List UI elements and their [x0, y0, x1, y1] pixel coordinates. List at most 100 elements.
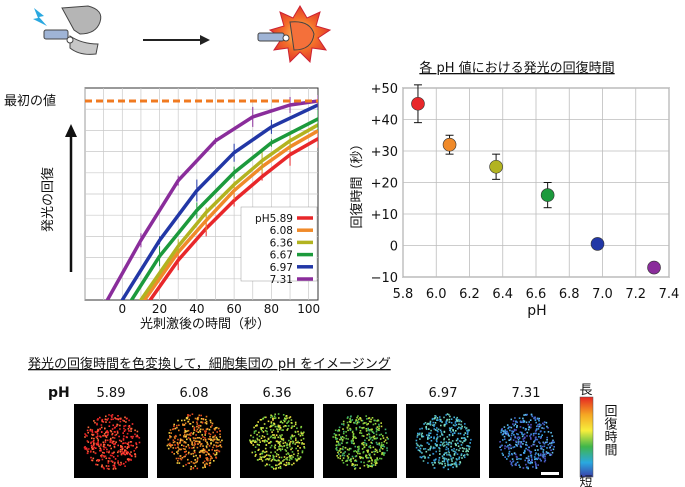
- cell-speck: [187, 444, 190, 447]
- cell-speck: [289, 455, 292, 458]
- cell-speck: [343, 430, 345, 433]
- left-series: [105, 95, 318, 300]
- cell-speck: [295, 439, 297, 441]
- cell-speck: [512, 446, 514, 449]
- cell-speck: [205, 428, 208, 431]
- cell-speck: [534, 419, 537, 421]
- cell-speck: [213, 436, 215, 438]
- cell-speck: [191, 413, 194, 415]
- cell-speck: [425, 450, 428, 453]
- cell-speck: [375, 437, 377, 440]
- cell-speck: [264, 458, 267, 461]
- cell-speck: [279, 462, 281, 465]
- cell-speck: [340, 438, 343, 441]
- cell-speck: [204, 430, 206, 432]
- cell-speck: [452, 429, 454, 431]
- cell-speck: [419, 432, 421, 435]
- cell-speck: [282, 460, 284, 462]
- cell-speck: [276, 425, 278, 428]
- cell-speck: [131, 455, 133, 457]
- cell-speck: [104, 446, 107, 449]
- cell-speck: [530, 445, 533, 447]
- cell-speck: [117, 415, 119, 417]
- cell-speck: [272, 454, 274, 457]
- cell-speck: [107, 460, 110, 462]
- cell-speck: [349, 419, 352, 422]
- cell-speck: [374, 450, 377, 453]
- series-line-6.67: [129, 117, 318, 300]
- cell-speck: [114, 417, 116, 419]
- legend-label: 6.67: [270, 250, 293, 262]
- cell-speck: [365, 444, 368, 446]
- cell-speck: [437, 428, 440, 431]
- cell-speck: [282, 414, 285, 416]
- cell-speck: [120, 445, 122, 447]
- cell-speck: [381, 452, 383, 454]
- cell-speck: [113, 443, 116, 445]
- cell-speck: [513, 430, 516, 432]
- cell-speck: [213, 444, 215, 446]
- cell-speck: [553, 446, 555, 448]
- cell-speck: [185, 445, 187, 448]
- cell-speck: [272, 436, 275, 439]
- imaging-panels: 5.89 6.08 6.36 6.67 6.97 7.31: [74, 386, 563, 478]
- cell-speck: [203, 449, 206, 452]
- cell-speck: [289, 455, 291, 457]
- cell-speck: [523, 451, 526, 454]
- cell-speck: [360, 419, 363, 422]
- cell-speck: [543, 431, 546, 433]
- cell-speck: [263, 416, 266, 419]
- cell-speck: [87, 426, 90, 429]
- cell-speck: [522, 419, 525, 422]
- cell-speck: [441, 421, 443, 423]
- cell-speck: [272, 429, 275, 431]
- cell-speck: [382, 451, 385, 454]
- cell-speck: [427, 422, 429, 425]
- cell-speck: [270, 435, 273, 438]
- cell-speck: [169, 435, 171, 437]
- cell-speck: [535, 421, 537, 424]
- cell-speck: [129, 458, 132, 461]
- cell-speck: [176, 451, 178, 453]
- cell-speck: [508, 435, 510, 437]
- cell-speck: [440, 424, 442, 427]
- cell-speck: [213, 439, 215, 441]
- cell-speck: [540, 436, 542, 438]
- cell-speck: [252, 444, 255, 446]
- cell-speck: [268, 454, 270, 457]
- cell-speck: [368, 436, 371, 438]
- cell-speck: [535, 457, 538, 460]
- cell-speck: [192, 425, 194, 428]
- cell-speck: [535, 467, 538, 469]
- cell-speck: [542, 451, 544, 453]
- cell-speck: [509, 429, 511, 432]
- cell-speck: [106, 448, 108, 451]
- left-x-tick-label: 100: [297, 302, 320, 316]
- cell-speck: [205, 422, 208, 425]
- cell-speck: [451, 426, 453, 429]
- cell-speck: [523, 421, 525, 423]
- cell-speck: [126, 432, 129, 435]
- cell-speck: [467, 445, 470, 447]
- right-y-tick-label: +50: [371, 82, 398, 97]
- cell-speck: [209, 462, 212, 464]
- cell-speck: [452, 430, 454, 432]
- cell-speck: [427, 462, 429, 464]
- right-y-tick-label: +40: [371, 114, 398, 129]
- cell-speck: [204, 434, 206, 436]
- cell-speck: [297, 430, 299, 433]
- cell-speck: [115, 425, 118, 427]
- cell-speck: [366, 433, 369, 436]
- cell-speck: [100, 443, 102, 446]
- cell-speck: [277, 424, 280, 427]
- cell-speck: [445, 452, 447, 454]
- cell-speck: [174, 444, 176, 446]
- cell-speck: [537, 453, 540, 455]
- lightning-icon: [33, 8, 47, 26]
- cell-speck: [440, 462, 442, 464]
- cell-speck: [270, 460, 273, 462]
- cell-speck: [351, 463, 354, 465]
- cell-speck: [177, 444, 179, 446]
- cell-speck: [102, 441, 105, 444]
- cell-speck: [213, 428, 216, 430]
